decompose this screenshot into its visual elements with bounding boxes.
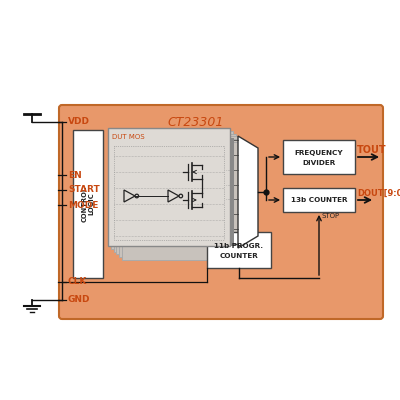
- Bar: [283, 140, 355, 174]
- Text: GND: GND: [68, 296, 90, 304]
- Text: DUT MOS: DUT MOS: [112, 134, 145, 140]
- Bar: [230, 138, 234, 246]
- Bar: [207, 232, 271, 268]
- Text: 11b PROGR.: 11b PROGR.: [214, 243, 264, 249]
- Text: FREQUENCY: FREQUENCY: [295, 150, 343, 156]
- Text: CLK: CLK: [68, 278, 87, 286]
- Text: CONTROL
LOGIC: CONTROL LOGIC: [81, 186, 95, 222]
- Bar: [111, 131, 233, 249]
- Bar: [108, 128, 230, 246]
- Bar: [122, 142, 244, 260]
- Bar: [114, 134, 236, 252]
- Text: CT23301: CT23301: [167, 116, 224, 128]
- Text: COUNTER: COUNTER: [220, 253, 258, 259]
- Text: VDD: VDD: [68, 118, 90, 126]
- Text: START: START: [68, 186, 100, 194]
- Text: DIVIDER: DIVIDER: [302, 160, 336, 166]
- FancyBboxPatch shape: [59, 105, 383, 319]
- Polygon shape: [238, 136, 258, 248]
- Bar: [116, 136, 238, 254]
- Text: DOUT[9:0]: DOUT[9:0]: [357, 189, 400, 198]
- Text: EN: EN: [68, 170, 82, 180]
- Text: MODE: MODE: [68, 200, 98, 210]
- Bar: [73, 130, 103, 278]
- Text: STOP: STOP: [321, 213, 339, 219]
- Bar: [283, 188, 355, 212]
- Bar: [119, 139, 241, 257]
- Text: TOUT: TOUT: [357, 145, 387, 155]
- Text: 13b COUNTER: 13b COUNTER: [291, 197, 347, 203]
